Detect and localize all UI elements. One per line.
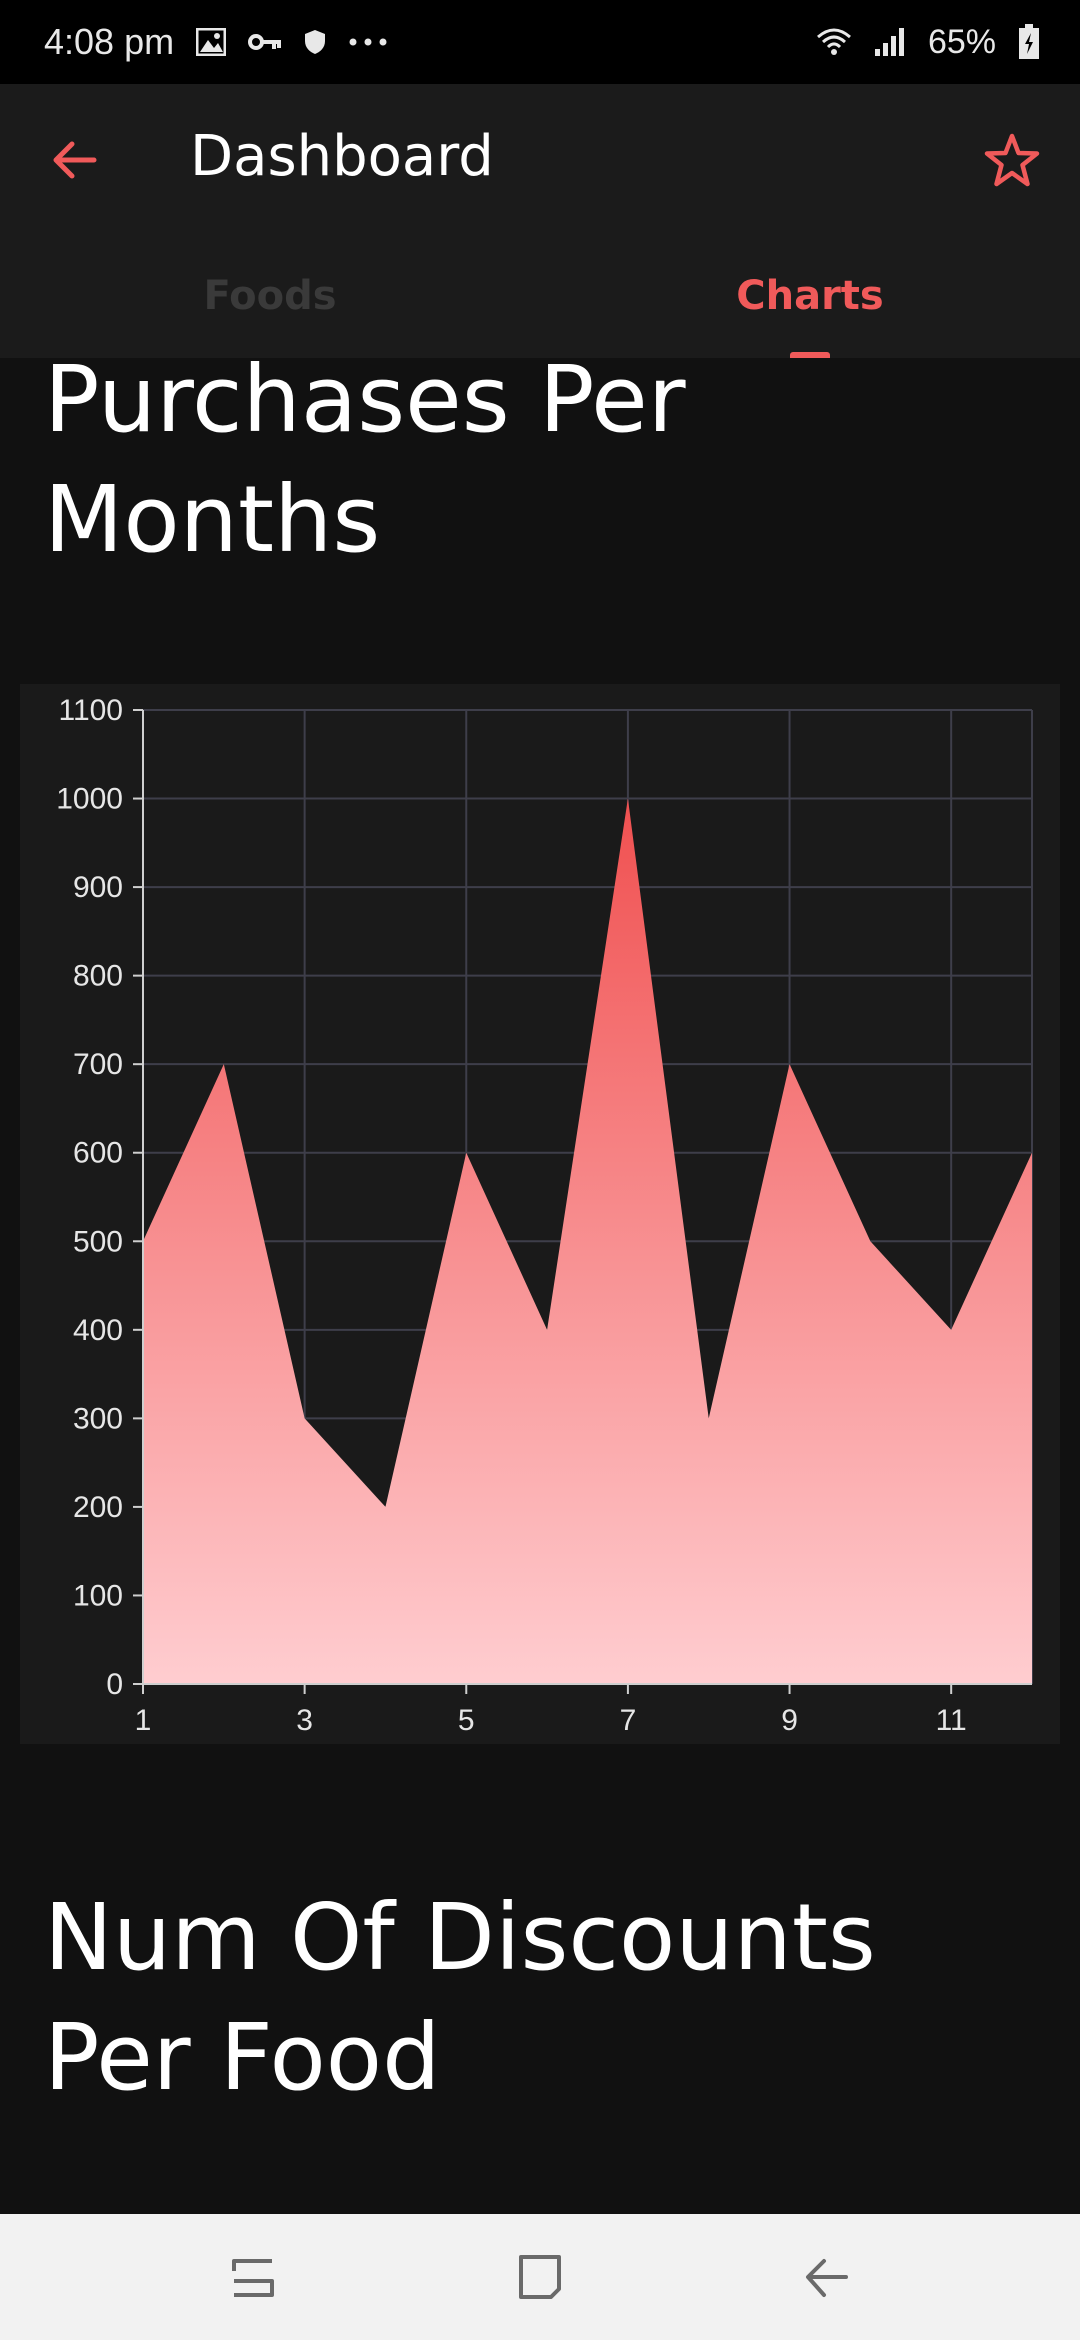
discounts-chart-title: Num Of Discounts Per Food (44, 1878, 876, 2118)
image-icon (196, 28, 227, 56)
y-tick-label: 800 (73, 960, 123, 993)
tab-charts[interactable]: Charts (540, 234, 1080, 358)
y-tick-label: 300 (73, 1402, 123, 1435)
discounts-title-line-2: Per Food (44, 2004, 441, 2111)
discounts-title-line-1: Num Of Discounts (44, 1884, 876, 1991)
purchases-title-line-2: Months (44, 466, 381, 573)
signal-icon (874, 27, 906, 57)
back-button[interactable] (46, 132, 102, 188)
favorite-button[interactable] (980, 128, 1044, 192)
charts-content[interactable]: Purchases Per Months 0 100 200 300 400 500 600… (0, 358, 1080, 2214)
purchases-title-line-1: Purchases Per (44, 358, 686, 453)
arrow-left-icon (53, 141, 97, 179)
tab-foods-label: Foods (203, 273, 337, 319)
status-right: 65% (816, 23, 1040, 62)
tab-indicator (790, 352, 830, 358)
status-left: 4:08 pm (44, 21, 388, 63)
y-tick-label: 1000 (56, 783, 123, 816)
y-tick-label: 200 (73, 1491, 123, 1524)
x-tick-label: 1 (135, 1704, 152, 1737)
tab-bar: Foods Charts (0, 234, 1080, 358)
back-nav-button[interactable] (787, 2237, 867, 2317)
back-nav-icon (805, 2259, 848, 2297)
tab-charts-label: Charts (736, 273, 884, 319)
shield-icon (304, 29, 326, 55)
status-time: 4:08 pm (44, 21, 175, 62)
key-icon (248, 31, 282, 53)
y-tick-label: 600 (73, 1137, 123, 1170)
tab-foods[interactable]: Foods (0, 234, 540, 358)
purchases-chart-title: Purchases Per Months (44, 358, 686, 580)
area-series (143, 798, 1032, 1684)
y-tick-label: 0 (106, 1668, 123, 1701)
battery-percent: 65% (927, 22, 996, 61)
status-bar: 4:08 pm 65% (0, 0, 1080, 84)
x-tick-label: 5 (458, 1704, 475, 1737)
y-tick-label: 700 (73, 1048, 123, 1081)
y-tick-label: 900 (73, 871, 123, 904)
home-button[interactable] (500, 2237, 580, 2317)
app-bar: Dashboard (0, 84, 1080, 234)
y-tick-label: 100 (73, 1579, 123, 1612)
system-nav-bar (0, 2214, 1080, 2340)
y-tick-label: 1100 (58, 694, 123, 727)
x-tick-label: 3 (296, 1704, 313, 1737)
battery-icon (1018, 24, 1040, 60)
page-title: Dashboard (190, 124, 494, 189)
y-tick-label: 500 (73, 1225, 123, 1258)
recents-icon (232, 2259, 275, 2297)
purchases-area-chart[interactable]: 0 100 200 300 400 500 600 700 800 900 1000 1100 1 3 5… (20, 684, 1060, 1744)
home-icon (518, 2255, 561, 2299)
wifi-icon (816, 27, 852, 57)
recents-button[interactable] (213, 2237, 293, 2317)
purchases-chart-card[interactable]: 0 100 200 300 400 500 600 700 800 900 1000 1100 1 3 5… (20, 684, 1060, 1744)
x-tick-label: 7 (620, 1704, 637, 1737)
more-icon (348, 37, 388, 47)
x-tick-label: 9 (781, 1704, 798, 1737)
star-icon (984, 133, 1040, 187)
x-tick-label: 11 (936, 1704, 967, 1737)
y-tick-label: 400 (73, 1314, 123, 1347)
